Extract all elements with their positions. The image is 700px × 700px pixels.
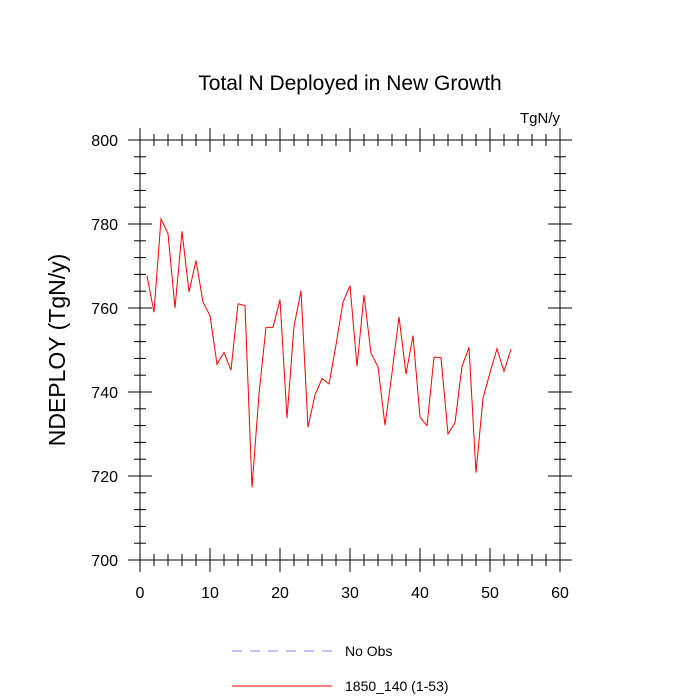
y-tick-label: 760 xyxy=(91,301,118,318)
legend: No Obs 1850_140 (1-53) xyxy=(232,643,449,694)
axis-tick-labels: 0 10 20 30 40 50 60 700 720 740 760 780 800 xyxy=(91,133,569,602)
y-tick-label: 740 xyxy=(91,385,118,402)
units-label: TgN/y xyxy=(520,110,561,127)
chart-title: Total N Deployed in New Growth xyxy=(198,72,501,95)
y-tick-label: 720 xyxy=(91,469,118,486)
y-tick-label: 700 xyxy=(91,553,118,570)
x-tick-label: 60 xyxy=(551,585,569,602)
x-tick-label: 0 xyxy=(136,585,145,602)
axis-ticks xyxy=(128,128,572,572)
x-tick-label: 20 xyxy=(271,585,289,602)
series-layer xyxy=(146,217,512,488)
x-tick-label: 50 xyxy=(481,585,499,602)
y-tick-label: 800 xyxy=(91,133,118,150)
y-axis-label: NDEPLOY (TgN/y) xyxy=(44,254,70,447)
y-tick-label: 780 xyxy=(91,217,118,234)
legend-label-no-obs: No Obs xyxy=(345,643,392,659)
x-tick-label: 30 xyxy=(341,585,359,602)
x-tick-label: 10 xyxy=(201,585,219,602)
x-tick-label: 40 xyxy=(411,585,429,602)
legend-label-1850-140: 1850_140 (1-53) xyxy=(345,678,449,694)
series-line-1 xyxy=(146,217,512,488)
plot-frame xyxy=(139,139,561,561)
